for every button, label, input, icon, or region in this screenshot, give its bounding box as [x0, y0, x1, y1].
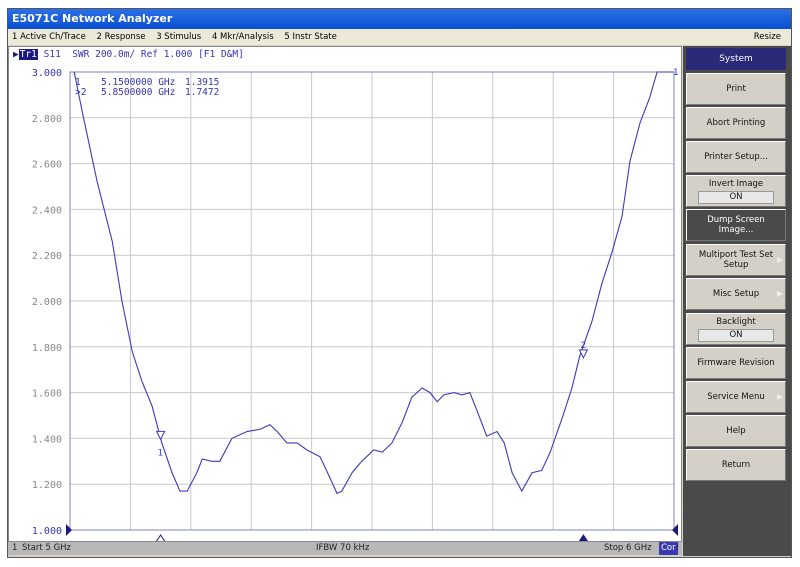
menu-instr-state[interactable]: 5 Instr State	[284, 32, 337, 42]
softkey-label: Backlight	[716, 316, 756, 327]
softkey-invert-image[interactable]: Invert Image ON	[686, 175, 786, 207]
softkey-firmware-revision[interactable]: Firmware Revision	[686, 347, 786, 379]
softkey-label: Help	[726, 426, 746, 436]
y-tick-label: 1.800	[32, 343, 62, 354]
softkey-label: Invert Image	[708, 178, 764, 189]
softkey-label: Firmware Revision	[697, 358, 775, 368]
menu-bar: 1 Active Ch/Trace 2 Response 3 Stimulus …	[8, 29, 791, 45]
trace-label[interactable]: Tr1	[18, 49, 38, 60]
marker-value: 1.7472	[185, 87, 219, 98]
softkey-misc-setup[interactable]: Misc Setup ▶	[686, 278, 786, 310]
softkey-label: Printer Setup...	[704, 152, 768, 162]
resize-button[interactable]: Resize	[753, 32, 781, 42]
marker-2-label: 2	[580, 341, 586, 351]
softkey-panel: System Print Abort Printing Printer Setup.…	[683, 46, 791, 556]
swr-trace	[73, 71, 674, 495]
active-trace-arrow-icon: ▶	[13, 49, 19, 60]
start-frequency[interactable]: Start 5 GHz	[22, 543, 72, 553]
softkey-backlight[interactable]: Backlight ON	[686, 313, 786, 345]
scale-end-label: 1	[673, 68, 679, 78]
softkey-printer-setup[interactable]: Printer Setup...	[686, 141, 786, 173]
submenu-arrow-icon: ▶	[776, 289, 783, 298]
softkey-multiport-test-set-setup[interactable]: Multiport Test Set Setup ▶	[686, 244, 786, 276]
swr-chart: 3.000 2.800 2.600 2.400 2.200 2.000 1.800 1.600…	[32, 68, 679, 541]
reference-level-marker-right-icon	[672, 524, 678, 536]
y-tick-label: 2.000	[32, 297, 62, 308]
y-tick-label: 2.400	[32, 205, 62, 216]
softkey-value: ON	[698, 190, 774, 204]
status-flag: !	[676, 543, 680, 553]
ifbw[interactable]: IFBW 70 kHz	[316, 543, 370, 553]
menu-stimulus[interactable]: 3 Stimulus	[156, 32, 202, 42]
marker-1-label: 1	[158, 448, 164, 458]
softkey-value: ON	[698, 328, 774, 342]
y-tick-label: 3.000	[32, 68, 62, 79]
y-tick-label: 1.200	[32, 480, 62, 491]
y-tick-label: 1.000	[32, 526, 62, 537]
marker-readout-1: 1	[75, 77, 81, 88]
marker-value: 1.3915	[185, 77, 219, 88]
y-tick-label: 1.400	[32, 434, 62, 445]
menu-mkr-analysis[interactable]: 4 Mkr/Analysis	[211, 32, 274, 42]
y-tick-label: 1.600	[32, 389, 62, 400]
softkey-abort-printing[interactable]: Abort Printing	[686, 107, 786, 139]
plot-frame	[69, 71, 675, 531]
trace-settings: S11 SWR 200.0m/ Ref 1.000 [F1 D&M]	[43, 49, 244, 60]
correction-badge: Cor	[659, 542, 678, 555]
y-tick-label: 2.800	[32, 114, 62, 125]
softkey-label: Return	[721, 460, 751, 470]
plot-area: ▶Tr1 S11 SWR 200.0m/ Ref 1.000 [F1 D&M] …	[8, 46, 682, 542]
marker-frequency: 5.1500000 GHz	[101, 77, 175, 88]
softkey-print[interactable]: Print	[686, 73, 786, 105]
marker-2-icon	[578, 349, 589, 360]
softkey-label: Dump Screen Image...	[707, 215, 765, 235]
marker-frequency: 5.8500000 GHz	[101, 87, 175, 98]
softkey-service-menu[interactable]: Service Menu ▶	[686, 381, 786, 413]
submenu-arrow-icon: ▶	[776, 255, 783, 264]
marker-2-position-icon	[578, 534, 589, 541]
reference-level-marker-icon	[66, 524, 72, 536]
marker-1-position-icon	[155, 534, 166, 541]
softkey-label: Service Menu	[707, 392, 765, 402]
marker-readout-2: >2	[75, 87, 86, 98]
marker-1-icon	[155, 430, 166, 441]
y-tick-label: 2.200	[32, 251, 62, 262]
submenu-arrow-icon: ▶	[776, 392, 783, 401]
y-tick-label: 2.600	[32, 160, 62, 171]
trace-header: ▶Tr1 S11 SWR 200.0m/ Ref 1.000 [F1 D&M]	[13, 49, 244, 60]
softkey-label: Multiport Test Set Setup	[698, 250, 774, 270]
softkey-label: Abort Printing	[706, 118, 766, 128]
menu-response[interactable]: 2 Response	[96, 32, 146, 42]
status-bar: 1 Start 5 GHz IFBW 70 kHz Stop 6 GHz Cor…	[8, 542, 682, 555]
stop-frequency[interactable]: Stop 6 GHz	[604, 543, 652, 553]
menu-active-ch-trace[interactable]: 1 Active Ch/Trace	[12, 32, 86, 42]
title-bar: E5071C Network Analyzer	[8, 9, 791, 29]
softkey-label: Misc Setup	[712, 289, 760, 299]
softkey-dump-screen-image[interactable]: Dump Screen Image...	[686, 209, 786, 241]
softkey-label: Print	[726, 84, 746, 94]
softkey-return[interactable]: Return	[686, 449, 786, 481]
analyzer-window: E5071C Network Analyzer 1 Active Ch/Trac…	[7, 8, 792, 558]
softkey-menu-title: System	[686, 48, 786, 70]
channel-number: 1	[12, 543, 18, 553]
softkey-help[interactable]: Help	[686, 415, 786, 447]
